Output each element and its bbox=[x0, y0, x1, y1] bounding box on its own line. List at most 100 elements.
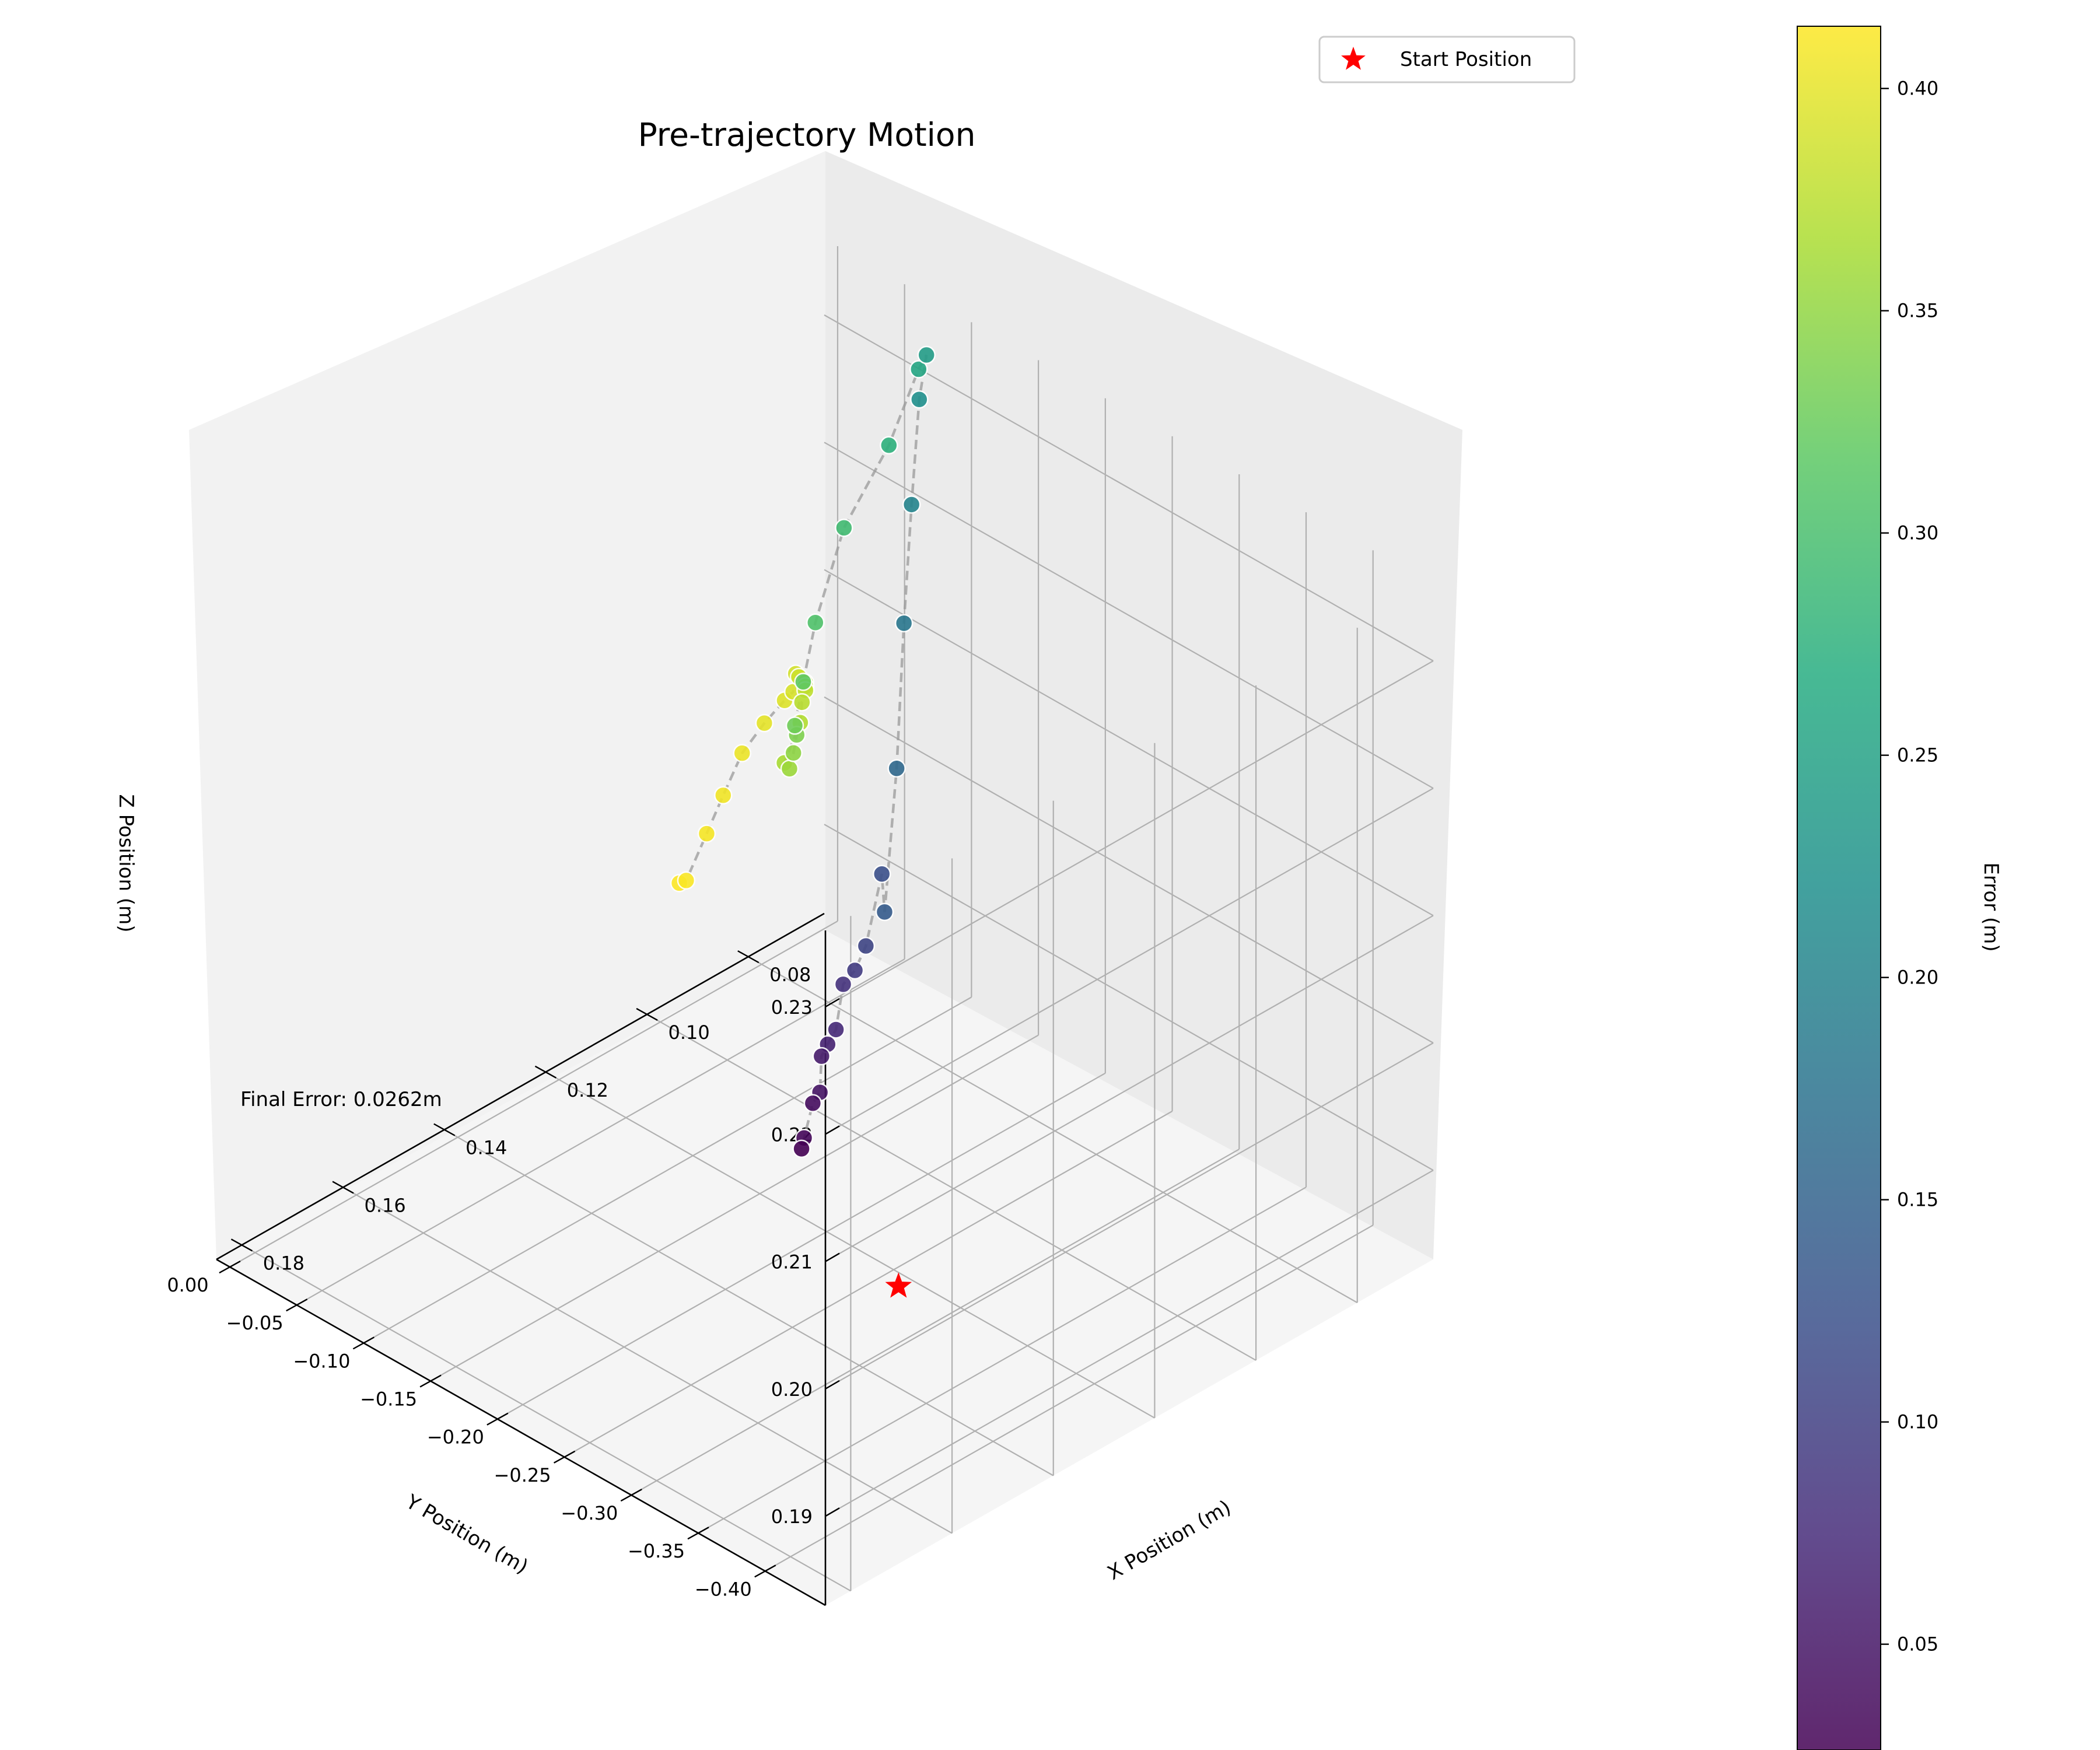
trajectory-point bbox=[785, 716, 804, 735]
start-marker bbox=[885, 1272, 912, 1298]
x-tick-label: 0.10 bbox=[668, 1021, 709, 1044]
y-tick-label: −0.30 bbox=[561, 1502, 618, 1524]
colorbar: 0.05 0.10 0.15 0.20 0.25 0.30 0.35 0.40 Error (… bbox=[1797, 26, 2003, 1750]
axis-panes bbox=[189, 151, 1462, 1605]
trajectory-point bbox=[793, 693, 811, 712]
y-tick-label: −0.25 bbox=[494, 1464, 551, 1486]
y-axis-spine bbox=[216, 1258, 826, 1606]
chart-title: Pre-trajectory Motion bbox=[638, 116, 976, 153]
y-grid-line-floor bbox=[229, 921, 838, 1268]
z-grid-line-left bbox=[825, 1170, 1434, 1517]
trajectory-point bbox=[910, 390, 929, 409]
z-tick bbox=[825, 998, 840, 1008]
z-grid-line-right bbox=[824, 696, 1434, 1044]
z-grid-line-left bbox=[825, 1042, 1434, 1390]
y-tick bbox=[352, 1336, 374, 1350]
y-tick-label: −0.15 bbox=[360, 1388, 417, 1410]
z-grid-line-right bbox=[824, 824, 1434, 1171]
colorbar-tick-label: 0.35 bbox=[1897, 300, 1938, 322]
y-grid-line-floor bbox=[363, 996, 972, 1344]
x-tick bbox=[636, 1007, 658, 1021]
x-tick bbox=[534, 1065, 556, 1079]
colorbar-fill bbox=[1797, 26, 1881, 1750]
colorbar-frame bbox=[1797, 26, 1881, 1750]
z-tick-label: 0.21 bbox=[771, 1251, 813, 1273]
grid-lines bbox=[229, 246, 1434, 1592]
trajectory-point bbox=[803, 1094, 822, 1113]
x-grid-line-floor bbox=[241, 1244, 851, 1592]
z-grid-line-right bbox=[824, 442, 1434, 789]
z-axis-label: Z Position (m) bbox=[114, 794, 138, 933]
colorbar-tick-label: 0.40 bbox=[1897, 78, 1938, 100]
x-axis-label: X Position (m) bbox=[1104, 1496, 1235, 1585]
y-tick bbox=[754, 1564, 776, 1578]
trajectory-point bbox=[845, 961, 864, 980]
x-tick-label: 0.14 bbox=[466, 1137, 507, 1159]
y-tick bbox=[286, 1298, 308, 1312]
trajectory-point bbox=[794, 673, 813, 691]
trajectory-point bbox=[872, 864, 891, 883]
trajectory-point bbox=[909, 360, 928, 379]
z-tick-label: 0.19 bbox=[771, 1506, 813, 1528]
x-tick-label: 0.18 bbox=[263, 1252, 304, 1274]
y-tick bbox=[419, 1374, 442, 1388]
trajectory-point bbox=[856, 936, 876, 956]
z-tick bbox=[825, 1380, 840, 1390]
y-tick-label: −0.05 bbox=[226, 1312, 284, 1334]
trajectory-point bbox=[835, 519, 853, 537]
y-grid-line-floor bbox=[430, 1034, 1039, 1382]
y-tick bbox=[219, 1260, 241, 1274]
legend-frame bbox=[1318, 36, 1576, 83]
colorbar-tick-label: 0.10 bbox=[1897, 1411, 1938, 1433]
trajectory-point bbox=[887, 759, 906, 778]
legend: Start Position bbox=[1318, 36, 1576, 83]
x-tick bbox=[332, 1181, 354, 1194]
trajectory-point bbox=[902, 495, 921, 514]
z-tick bbox=[825, 1252, 840, 1262]
trajectory-point bbox=[880, 436, 898, 455]
x-tick-label: 0.12 bbox=[567, 1079, 608, 1101]
x-tick-label: 0.08 bbox=[769, 964, 811, 986]
trajectory-point bbox=[834, 975, 853, 994]
y-tick-label: −0.20 bbox=[427, 1426, 484, 1448]
y-tick bbox=[687, 1527, 709, 1540]
colorbar-tick-label: 0.20 bbox=[1897, 967, 1938, 989]
trajectory-point bbox=[894, 614, 914, 633]
z-grid-line-left bbox=[825, 915, 1434, 1262]
colorbar-tick-label: 0.05 bbox=[1897, 1633, 1938, 1656]
trajectory-point bbox=[677, 871, 696, 890]
trajectory-point bbox=[792, 1139, 811, 1158]
y-tick bbox=[553, 1450, 576, 1464]
colorbar-tick-label: 0.15 bbox=[1897, 1189, 1938, 1211]
start-position-star bbox=[885, 1272, 912, 1298]
trajectory-point bbox=[697, 824, 716, 843]
legend-star-icon bbox=[1341, 47, 1366, 70]
z-grid-line-left bbox=[825, 788, 1434, 1135]
y-tick-label: −0.35 bbox=[628, 1540, 685, 1562]
y-grid-line-floor bbox=[296, 958, 905, 1306]
y-tick-label: −0.40 bbox=[695, 1578, 752, 1600]
y-tick bbox=[620, 1488, 642, 1502]
back-pane-left bbox=[189, 151, 825, 1259]
z-grid-line-right bbox=[824, 569, 1434, 916]
trajectory-point bbox=[714, 786, 733, 805]
colorbar-tick-label: 0.25 bbox=[1897, 744, 1938, 766]
y-grid-line-floor bbox=[564, 1110, 1173, 1458]
z-tick-label: 0.20 bbox=[771, 1378, 813, 1401]
trajectory-point bbox=[875, 902, 894, 922]
colorbar-label: Error (m) bbox=[1979, 862, 2003, 951]
y-grid-line-floor bbox=[765, 1224, 1374, 1572]
x-tick bbox=[433, 1123, 456, 1136]
y-tick-label: −0.10 bbox=[293, 1350, 350, 1372]
final-error-annotation: Final Error: 0.0262m bbox=[240, 1088, 442, 1111]
trajectory-point bbox=[784, 744, 803, 762]
y-tick-label: 0.00 bbox=[167, 1274, 208, 1296]
z-tick bbox=[825, 1507, 840, 1517]
trajectory-point bbox=[917, 345, 936, 365]
back-pane-right bbox=[825, 151, 1462, 1259]
trajectory-point bbox=[806, 613, 825, 632]
y-grid-line-floor bbox=[631, 1149, 1240, 1496]
colorbar-tick-label: 0.30 bbox=[1897, 522, 1938, 544]
z-grid-line-left bbox=[825, 660, 1434, 1007]
